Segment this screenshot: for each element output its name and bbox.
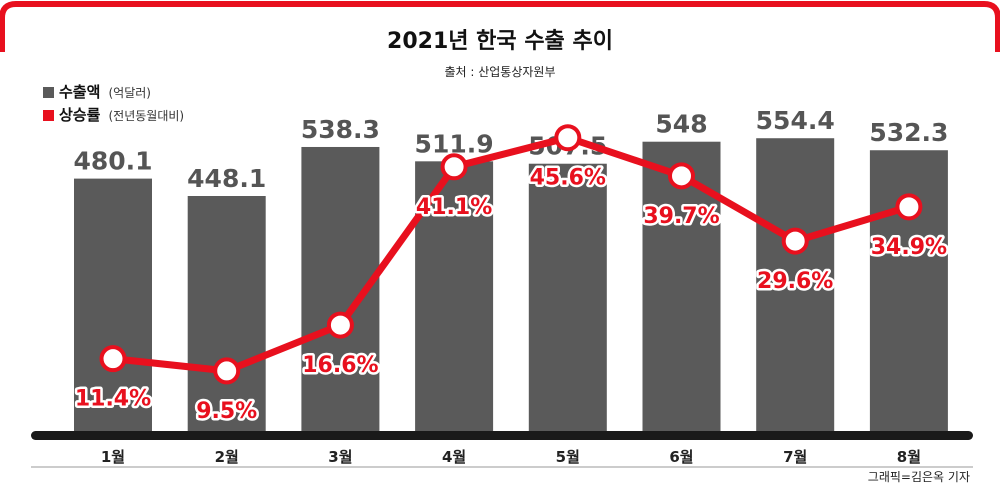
bar-2 <box>187 196 266 434</box>
bar-value-label-1: 480.1 <box>73 147 152 176</box>
title-background <box>345 14 655 60</box>
x-tick-2: 2월 <box>215 448 239 466</box>
x-tick-5: 5월 <box>556 448 580 466</box>
graphic-credit: 그래픽=김은옥 기자 <box>868 470 970 484</box>
x-tick-1: 1월 <box>101 448 125 466</box>
rate-label-2: 9.5% <box>196 399 257 424</box>
rate-point-2 <box>213 357 241 385</box>
rate-label-8: 34.9% <box>871 235 947 260</box>
bar-1 <box>74 178 152 434</box>
source-note: 출처 : 산업통상자원부 <box>444 65 555 79</box>
legend-swatch-bar <box>43 87 54 98</box>
rate-label-7: 29.6% <box>757 269 833 294</box>
legend-swatch-line <box>43 110 54 121</box>
x-tick-7: 7월 <box>783 448 807 466</box>
bar-8 <box>869 150 948 434</box>
rate-label-3: 16.6% <box>302 353 378 378</box>
x-axis-baseline <box>31 431 973 440</box>
rate-point-5 <box>554 124 582 152</box>
bar-value-label-8: 532.3 <box>869 118 948 147</box>
bar-value-label-7: 554.4 <box>756 106 835 135</box>
rate-label-4: 41.1% <box>416 195 492 220</box>
legend-note-line: (전년동월대비) <box>109 109 185 123</box>
bar-value-label-2: 448.1 <box>187 164 266 193</box>
legend: 수출액 (억달러) 상승률 (전년동월대비) <box>43 82 184 124</box>
rate-label-6: 39.7% <box>643 204 719 229</box>
legend-note-bar: (억달러) <box>109 86 151 100</box>
rate-point-7 <box>781 227 809 255</box>
growth-rate-markers <box>99 124 923 385</box>
bar-7 <box>756 138 835 434</box>
legend-label-bar: 수출액 <box>59 83 100 101</box>
x-tick-3: 3월 <box>328 448 352 466</box>
x-tick-4: 4월 <box>442 448 466 466</box>
rate-point-4 <box>440 153 468 181</box>
x-tick-8: 8월 <box>897 448 921 466</box>
rate-point-6 <box>668 162 695 190</box>
rate-label-5: 45.6% <box>530 166 606 191</box>
bar-5 <box>528 163 607 434</box>
legend-label-line: 상승률 <box>59 106 101 124</box>
rate-point-1 <box>99 345 127 373</box>
bar-value-label-6: 548 <box>655 110 707 139</box>
bar-value-label-3: 538.3 <box>301 115 380 144</box>
rate-point-3 <box>326 311 354 339</box>
rate-label-1: 11.4% <box>75 387 151 412</box>
x-axis-tick-labels: 1월 2월 3월 4월 5월 6월 7월 8월 <box>101 448 921 466</box>
svg-text:상승률 (전년동월대비): 상승률 (전년동월대비) <box>59 105 184 124</box>
chart-title: 2021년 한국 수출 추이 <box>387 29 613 54</box>
x-tick-6: 6월 <box>669 448 693 466</box>
header-frame <box>0 1 1000 52</box>
svg-text:수출액 (억달러): 수출액 (억달러) <box>59 82 151 101</box>
rate-point-8 <box>895 193 923 221</box>
growth-rate-line <box>109 134 913 375</box>
growth-rate-labels: 11.4% 9.5% 16.6% 41.1% 45.6% 39.7% 29.6% 34.9% <box>72 163 949 426</box>
